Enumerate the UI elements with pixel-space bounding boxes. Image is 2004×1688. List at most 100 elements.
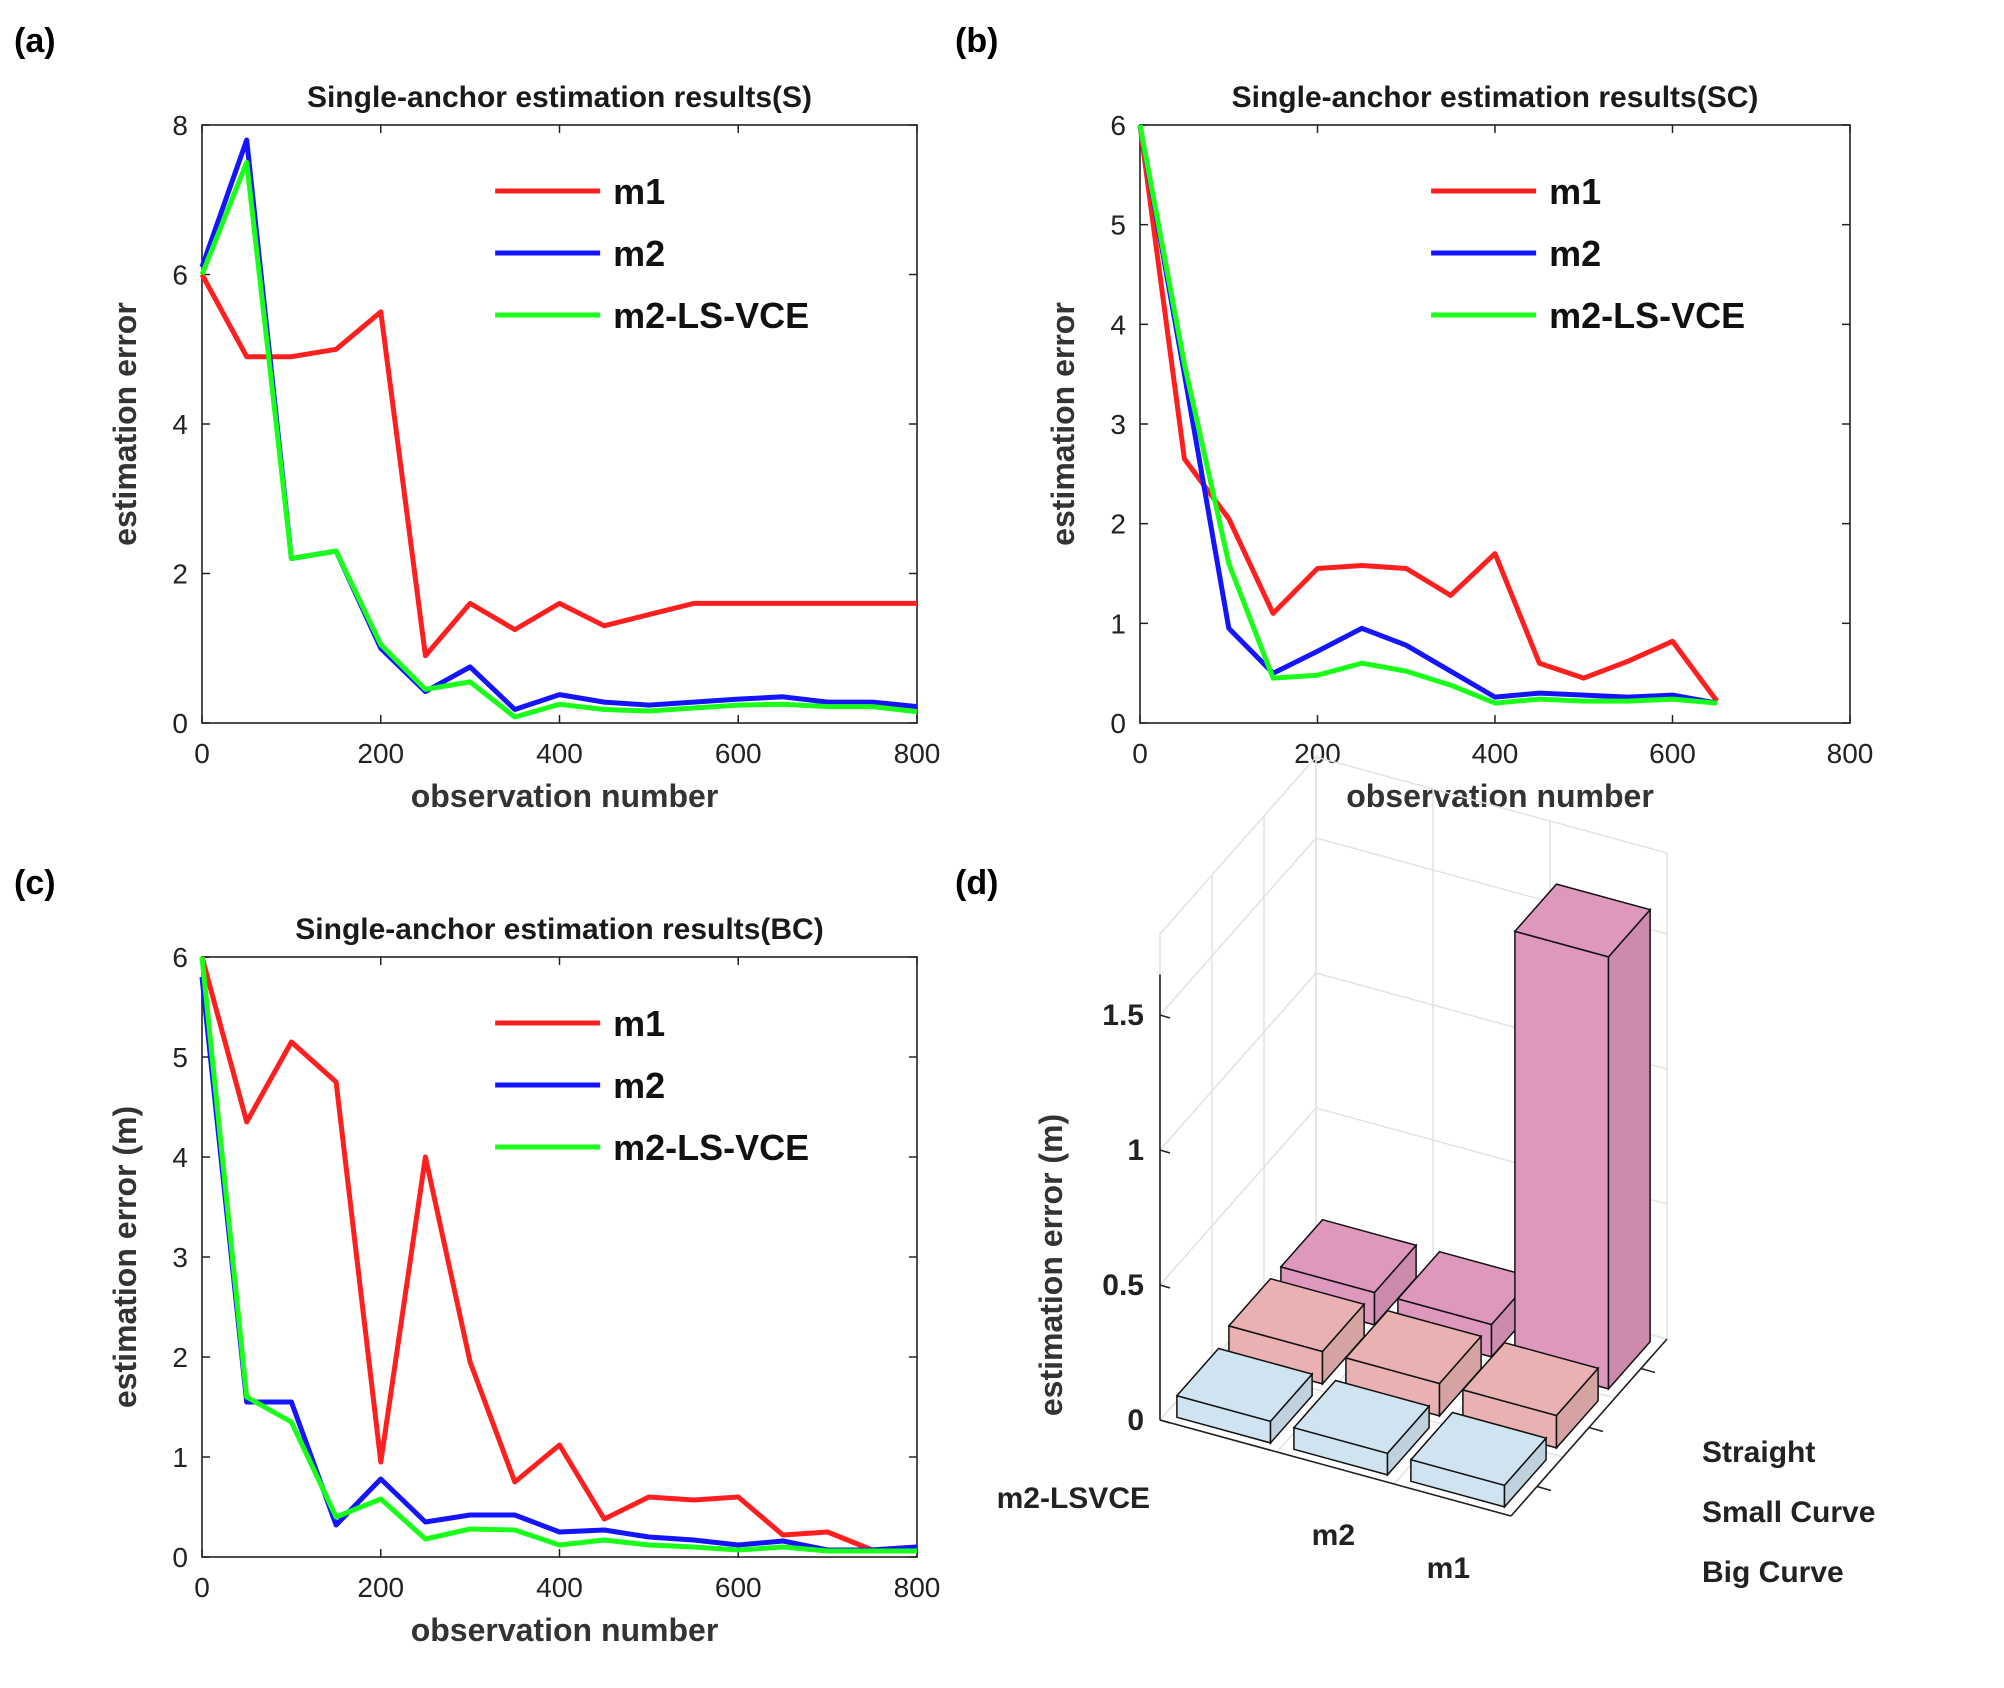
x-tick-label: 200 [1294,738,1341,769]
z-tick-label: 0 [1127,1404,1144,1437]
z-tick-label: 1 [1127,1134,1144,1167]
plot-frame [201,124,918,724]
bar-big-curve-m2 [1292,1379,1431,1477]
x-tick-label: 200 [357,1572,404,1603]
y-axis-label: estimation error [1045,302,1081,546]
y-axis-label: estimation error [107,302,143,546]
scenario-tick-mark [1588,1426,1604,1433]
series-line-m1 [199,273,917,659]
z-tick-mark [1159,1284,1171,1289]
x-tick-label: 600 [1649,738,1696,769]
x-tick-label: 400 [1472,738,1519,769]
z-tick-label: 1.5 [1102,999,1144,1032]
bar-top-face [1279,1218,1418,1294]
z-tick-label: 0.5 [1102,1269,1144,1302]
bar-small-curve-m2-lsvce [1227,1277,1366,1386]
bar-top-face [1461,1341,1600,1417]
x-tick-label: 0 [194,738,210,769]
y-tick-label: 3 [1110,409,1126,440]
series-line-m2-ls-vce [1137,124,1718,706]
method-label: m2-LSVCE [997,1482,1150,1515]
y-tick-label: 6 [1110,110,1126,141]
bar-top-face [1409,1411,1548,1487]
bar-top-face [1227,1277,1366,1353]
x-tick-label: 800 [894,1572,941,1603]
chart-title: Single-anchor estimation results(SC) [1232,81,1759,114]
legend-label: m1 [613,1003,665,1044]
panel-label-c: (c) [14,864,56,902]
z-tick-mark [1159,1014,1171,1019]
x-tick-label: 800 [1827,738,1874,769]
x-axis-label: observation number [1346,778,1654,814]
legend-label: m2-LS-VCE [613,1127,809,1168]
chart-title: Single-anchor estimation results(S) [307,81,812,114]
x-tick-label: 400 [536,738,583,769]
panel-label-a: (a) [14,22,56,60]
scenario-label: Small Curve [1702,1496,1875,1529]
x-tick-label: 400 [536,1572,583,1603]
y-tick-label: 4 [1110,309,1126,340]
scenario-tick-mark [1640,1367,1656,1374]
y-tick-label: 5 [172,1042,188,1073]
method-label: m1 [1427,1552,1470,1585]
bar-side-face [1607,907,1651,1391]
bar-straight-m1 [1513,883,1652,1391]
method-label: m2 [1312,1519,1355,1552]
bar-top-face [1292,1379,1431,1455]
y-axis-label: estimation error (m) [107,1106,143,1408]
y-tick-label: 3 [172,1242,188,1273]
series-line-m2 [1137,124,1718,706]
legend-label: m1 [1549,171,1601,212]
plot-frame [1139,124,1851,724]
bar-top-face [1344,1309,1483,1385]
y-tick-label: 2 [172,1342,188,1373]
y-tick-label: 6 [172,260,188,291]
x-tick-label: 0 [194,1572,210,1603]
bar-top-face [1513,883,1652,958]
y-tick-label: 1 [172,1442,188,1473]
x-tick-label: 200 [357,738,404,769]
legend-label: m2 [613,1065,665,1106]
legend-label: m2-LS-VCE [1549,295,1745,336]
plot-frame [201,956,918,1558]
chart-a: 0 200 400 600 800 0 2 4 6 8 Single-anchor estimati… [107,81,940,814]
y-tick-label: 0 [1110,708,1126,739]
legend-label: m2 [1549,233,1601,274]
x-tick-label: 600 [715,1572,762,1603]
chart-d-3d-bars: 0 0.5 1 1.5 estimation error (m) m2-LSVCE m2 m1… [997,755,1875,1589]
scenario-tick-mark [1536,1485,1552,1492]
y-tick-label: 0 [172,1542,188,1573]
bar-front-face [1514,930,1610,1390]
y-tick-label: 6 [172,942,188,973]
bar-big-curve-m2-lsvce [1175,1347,1314,1445]
method-axis [1159,1419,1512,1517]
chart-c: 0 200 400 600 800 0 1 2 3 4 5 6 Single-anchor estima… [107,913,940,1648]
x-axis-label: observation number [411,1612,719,1648]
y-tick-label: 8 [172,110,188,141]
y-tick-label: 1 [1110,608,1126,639]
y-tick-label: 2 [172,559,188,590]
series-line-m2-ls-vce [199,956,917,1554]
bar-top-face [1175,1347,1314,1423]
y-tick-label: 4 [172,1142,188,1173]
y-tick-label: 5 [1110,210,1126,241]
legend-label: m2-LS-VCE [613,295,809,336]
x-tick-label: 0 [1132,738,1148,769]
scenario-label: Big Curve [1702,1556,1844,1589]
legend-label: m2 [613,233,665,274]
x-tick-label: 600 [715,738,762,769]
x-axis-label: observation number [411,778,719,814]
z-axis-label: estimation error (m) [1033,1114,1069,1416]
y-tick-label: 4 [172,409,188,440]
chart-title: Single-anchor estimation results(BC) [295,913,823,946]
series-line-m2-ls-vce [199,159,918,720]
y-tick-label: 0 [172,708,188,739]
bar-big-curve-m1 [1409,1411,1548,1509]
series-line-m1 [1137,124,1719,703]
legend-label: m1 [613,171,665,212]
series-line-m1 [199,956,918,1553]
chart-b: 0 200 400 600 800 0 1 2 3 4 5 6 Single-anchor estima… [1045,81,1873,814]
panel-label-b: (b) [955,22,998,60]
scenario-label: Straight [1702,1436,1815,1469]
